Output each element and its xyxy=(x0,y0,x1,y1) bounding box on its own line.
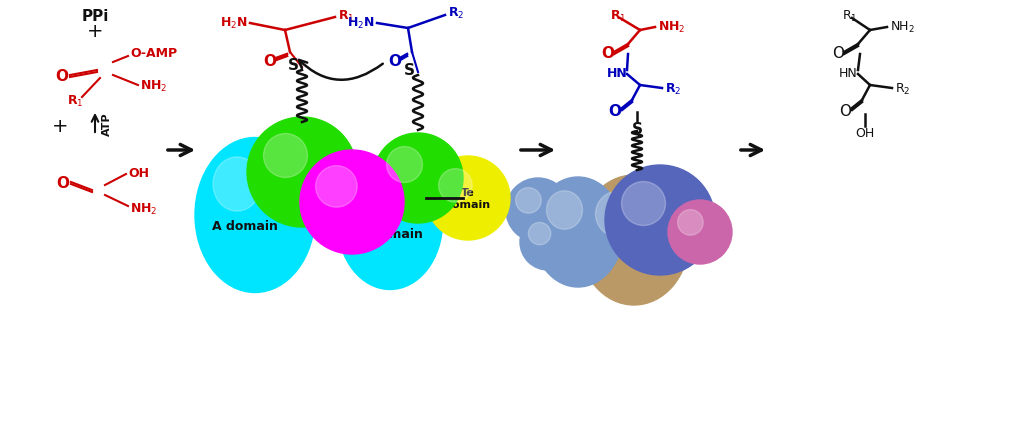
Text: NH$_2$: NH$_2$ xyxy=(140,78,167,93)
Ellipse shape xyxy=(338,155,442,290)
Text: PPi: PPi xyxy=(81,9,109,24)
Text: NH$_2$: NH$_2$ xyxy=(130,201,158,216)
Text: +: + xyxy=(87,22,103,40)
Text: C
domain: C domain xyxy=(329,192,375,213)
Circle shape xyxy=(516,188,542,214)
Text: A domain: A domain xyxy=(357,228,423,241)
Text: O-AMP: O-AMP xyxy=(130,46,177,59)
Ellipse shape xyxy=(547,191,583,230)
Ellipse shape xyxy=(534,178,623,287)
Circle shape xyxy=(373,134,463,224)
Text: R$_1$: R$_1$ xyxy=(67,93,83,108)
Circle shape xyxy=(263,134,307,178)
Circle shape xyxy=(300,150,404,255)
Text: A domain: A domain xyxy=(212,219,278,232)
Ellipse shape xyxy=(353,172,395,219)
Text: HN: HN xyxy=(839,66,857,79)
Text: O: O xyxy=(831,46,844,60)
Text: NH$_2$: NH$_2$ xyxy=(890,19,915,34)
Text: HN: HN xyxy=(606,66,628,79)
Text: R$_1$: R$_1$ xyxy=(609,9,627,24)
Text: R$_2$: R$_2$ xyxy=(449,6,464,21)
Circle shape xyxy=(520,215,575,270)
Text: O: O xyxy=(55,68,69,83)
Circle shape xyxy=(678,210,703,236)
Text: S: S xyxy=(288,57,299,72)
Text: O: O xyxy=(608,103,622,118)
Text: O: O xyxy=(388,53,401,68)
Circle shape xyxy=(668,200,732,264)
Text: R$_2$: R$_2$ xyxy=(895,81,910,96)
Text: S: S xyxy=(632,121,642,136)
Circle shape xyxy=(247,118,357,227)
Text: O: O xyxy=(601,46,614,60)
Text: R$_1$: R$_1$ xyxy=(842,9,858,24)
Text: T
domain: T domain xyxy=(279,162,325,183)
Circle shape xyxy=(426,157,510,240)
Ellipse shape xyxy=(596,192,640,237)
Text: O: O xyxy=(263,53,276,68)
Text: OH: OH xyxy=(128,166,150,179)
Text: ATP: ATP xyxy=(102,112,112,135)
Text: H$_2$N: H$_2$N xyxy=(220,15,248,31)
Text: OH: OH xyxy=(855,126,874,139)
Circle shape xyxy=(605,166,715,275)
Ellipse shape xyxy=(195,138,315,293)
Circle shape xyxy=(315,166,357,208)
Text: Te
domain: Te domain xyxy=(445,188,492,209)
Circle shape xyxy=(622,182,666,226)
Text: R$_1$: R$_1$ xyxy=(338,9,354,24)
Text: H$_2$N: H$_2$N xyxy=(347,15,375,31)
Ellipse shape xyxy=(579,175,689,305)
Text: S: S xyxy=(403,62,415,77)
Ellipse shape xyxy=(213,157,261,212)
Text: NH$_2$: NH$_2$ xyxy=(658,19,685,34)
Text: O: O xyxy=(56,175,70,190)
Circle shape xyxy=(438,169,472,203)
Circle shape xyxy=(528,223,551,245)
Text: O: O xyxy=(839,103,851,118)
Circle shape xyxy=(506,178,570,243)
Text: R$_2$: R$_2$ xyxy=(665,81,681,96)
Text: +: + xyxy=(52,116,69,135)
Circle shape xyxy=(386,147,423,183)
